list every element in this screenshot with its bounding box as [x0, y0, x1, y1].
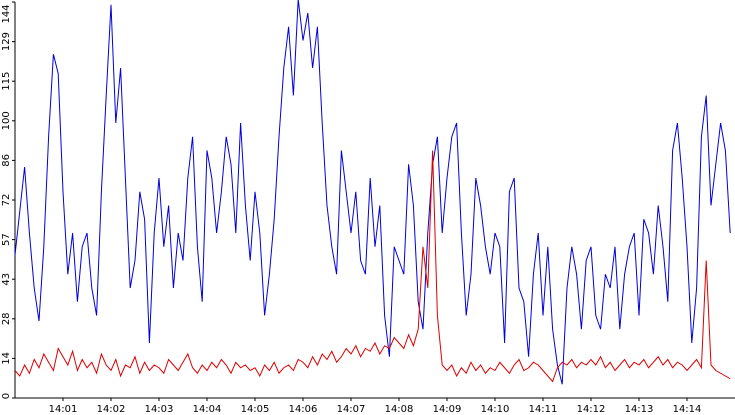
series-line	[14, 0, 731, 385]
y-tick-label: 14	[1, 352, 12, 365]
x-tick-label: 14:03	[145, 404, 174, 415]
y-tick-label: 115	[1, 72, 12, 91]
x-tick-label: 14:05	[241, 404, 270, 415]
y-tick-label: 72	[1, 194, 12, 207]
series-line	[14, 150, 731, 383]
y-tick-label: 0	[1, 393, 12, 399]
x-tick-label: 14:09	[433, 404, 462, 415]
y-tick-label: 86	[1, 154, 12, 167]
x-tick-label: 14:14	[673, 404, 702, 415]
x-tick-label: 14:13	[625, 404, 654, 415]
x-tick-label: 14:07	[337, 404, 366, 415]
y-tick-label: 144	[1, 4, 12, 23]
x-tick-label: 14:10	[481, 404, 510, 415]
x-tick-label: 14:02	[97, 404, 126, 415]
x-tick-label: 14:04	[193, 404, 222, 415]
y-tick-label: 28	[1, 312, 12, 325]
y-tick-label: 43	[1, 273, 12, 286]
x-tick-label: 14:11	[529, 404, 558, 415]
y-tick-label: 100	[1, 111, 12, 130]
y-tick-label: 129	[1, 32, 12, 51]
x-tick-label: 14:12	[577, 404, 606, 415]
x-tick-label: 14:08	[385, 404, 414, 415]
x-tick-label: 14:01	[49, 404, 78, 415]
x-tick-label: 14:06	[289, 404, 318, 415]
y-tick-label: 57	[1, 233, 12, 246]
